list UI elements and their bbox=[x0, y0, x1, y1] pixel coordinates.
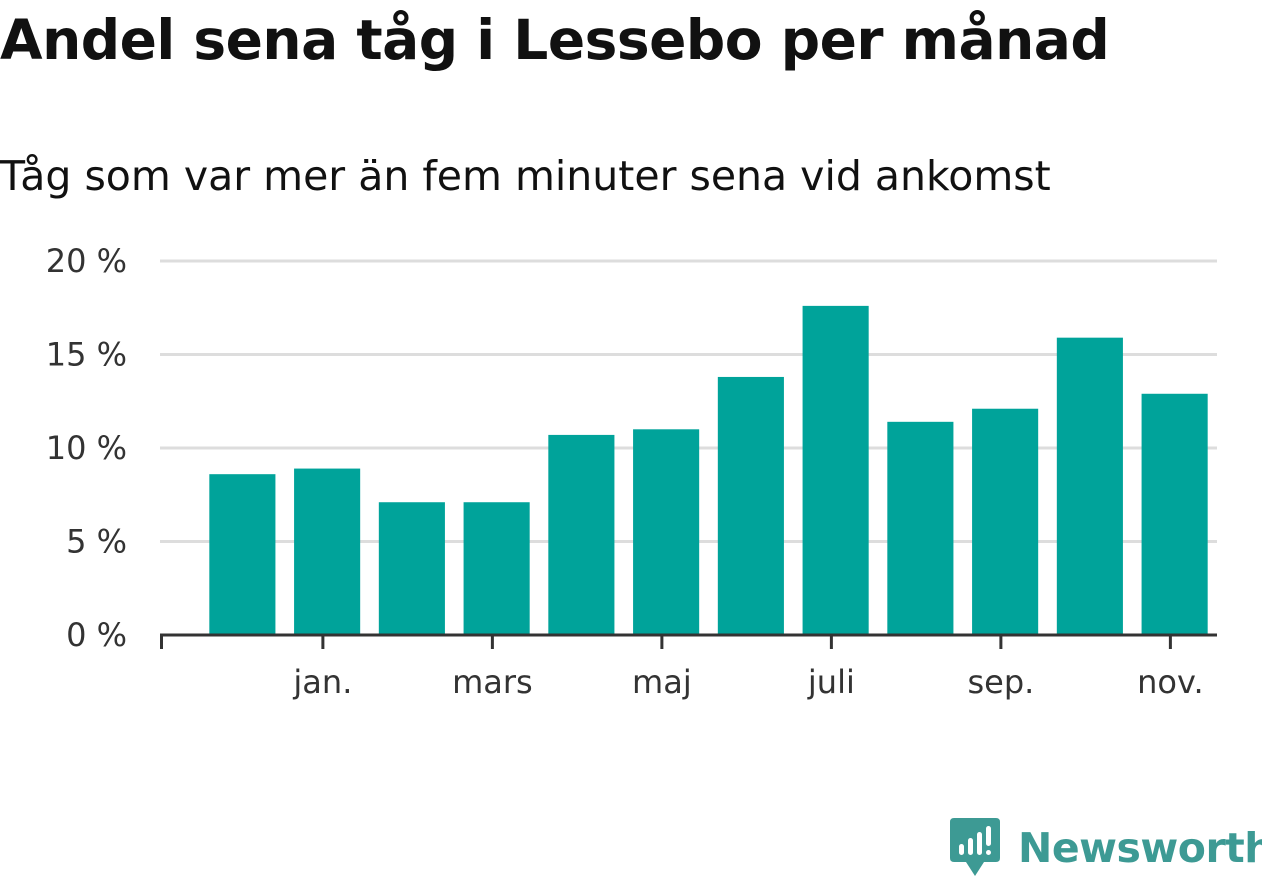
bar bbox=[887, 421, 954, 635]
bar bbox=[1141, 393, 1208, 635]
x-tick-label: sep. bbox=[967, 663, 1034, 701]
chart-bubble-icon bbox=[950, 818, 1000, 876]
y-tick-label: 0 % bbox=[66, 616, 127, 654]
bar bbox=[463, 502, 530, 635]
x-tick-label: juli bbox=[807, 663, 855, 701]
x-tick-label: maj bbox=[632, 663, 692, 701]
bar bbox=[972, 408, 1039, 635]
y-tick-label: 10 % bbox=[46, 429, 127, 467]
bar bbox=[209, 474, 276, 635]
chart-subtitle: Tåg som var mer än fem minuter sena vid … bbox=[0, 152, 1051, 200]
bar bbox=[1056, 337, 1123, 635]
y-tick-label: 15 % bbox=[46, 336, 127, 374]
chart-title: Andel sena tåg i Lessebo per månad bbox=[0, 8, 1110, 72]
newsworthy-logo: Newsworthy bbox=[950, 818, 1262, 878]
bar bbox=[717, 376, 784, 635]
y-tick-label: 5 % bbox=[66, 523, 127, 561]
bar bbox=[378, 502, 445, 635]
bar bbox=[294, 468, 361, 635]
x-tick-label: mars bbox=[452, 663, 533, 701]
bar bbox=[633, 429, 700, 635]
bar bbox=[548, 434, 615, 635]
bar bbox=[802, 305, 869, 635]
x-tick-label: jan. bbox=[292, 663, 352, 701]
x-tick-label: nov. bbox=[1137, 663, 1203, 701]
brand-name: Newsworthy bbox=[1018, 824, 1262, 872]
y-tick-label: 20 % bbox=[46, 242, 127, 280]
